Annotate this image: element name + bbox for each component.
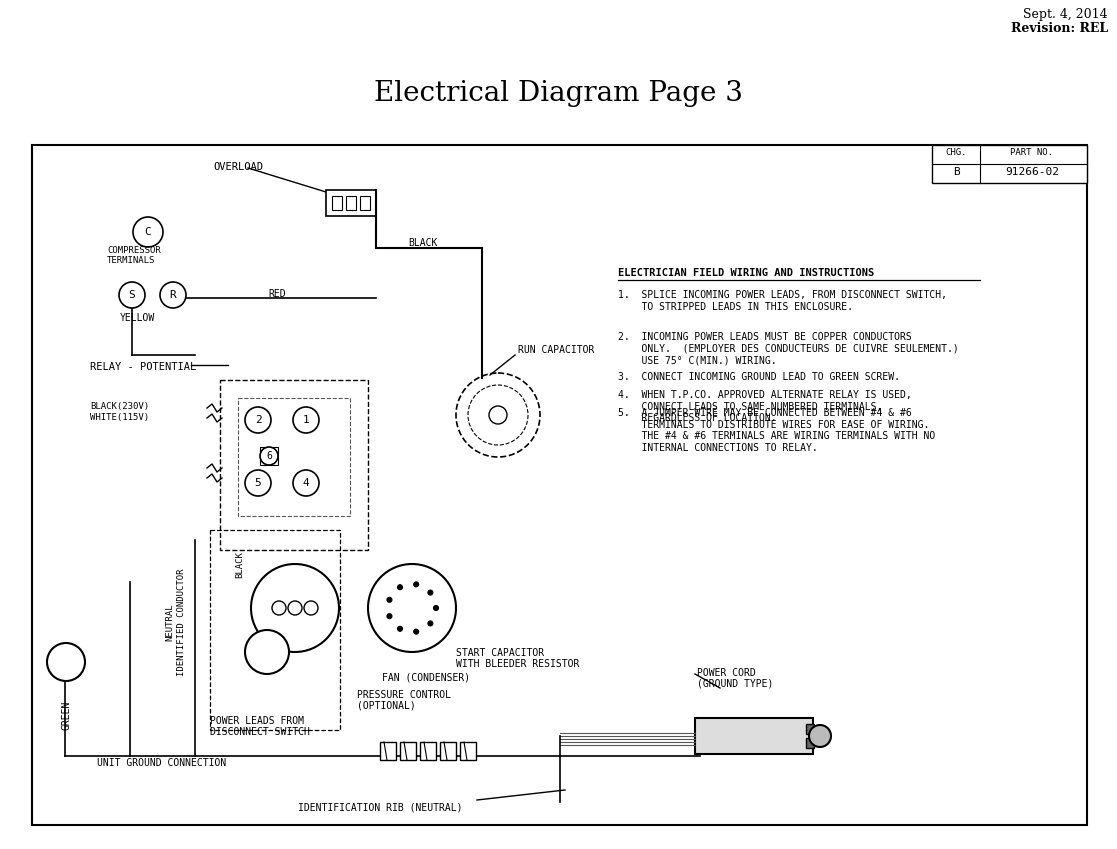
Bar <box>695 718 813 754</box>
Bar <box>346 196 356 210</box>
Bar <box>460 742 476 760</box>
Text: BLACK(230V): BLACK(230V) <box>90 402 150 411</box>
Circle shape <box>428 590 433 595</box>
Bar <box>806 738 814 748</box>
Circle shape <box>245 470 271 496</box>
Circle shape <box>398 585 402 590</box>
Text: PART NO.: PART NO. <box>1011 148 1053 157</box>
Circle shape <box>433 605 439 610</box>
Text: 3.  CONNECT INCOMING GROUND LEAD TO GREEN SCREW.: 3. CONNECT INCOMING GROUND LEAD TO GREEN… <box>618 372 900 382</box>
Circle shape <box>398 627 402 632</box>
Text: 5.  A JUMPER WIRE MAY BE CONNECTED BETWEEN #4 & #6
    TERMINALS TO DISTRIBUTE W: 5. A JUMPER WIRE MAY BE CONNECTED BETWEE… <box>618 408 935 453</box>
Circle shape <box>47 643 85 681</box>
Circle shape <box>251 564 338 652</box>
Text: ELECTRICIAN FIELD WIRING AND INSTRUCTIONS: ELECTRICIAN FIELD WIRING AND INSTRUCTION… <box>618 268 875 278</box>
Circle shape <box>293 470 319 496</box>
Bar <box>220 380 367 550</box>
Circle shape <box>413 629 419 634</box>
Text: Revision: REL: Revision: REL <box>1011 22 1108 35</box>
Circle shape <box>428 621 433 626</box>
Circle shape <box>133 217 163 247</box>
Text: C: C <box>144 227 152 237</box>
Bar <box>260 447 278 465</box>
Text: OVERLOAD: OVERLOAD <box>213 162 262 172</box>
Text: RELAY - POTENTIAL: RELAY - POTENTIAL <box>90 362 197 372</box>
Circle shape <box>413 582 419 587</box>
Text: COMPRESSOR: COMPRESSOR <box>107 246 161 255</box>
Circle shape <box>809 725 831 747</box>
Text: RUN CAPACITOR: RUN CAPACITOR <box>518 345 594 355</box>
Text: DISCONNECT SWITCH: DISCONNECT SWITCH <box>210 727 309 737</box>
Circle shape <box>386 614 392 619</box>
Text: UNIT GROUND CONNECTION: UNIT GROUND CONNECTION <box>97 758 227 768</box>
Bar <box>326 190 376 216</box>
Text: (GROUND TYPE): (GROUND TYPE) <box>697 679 773 689</box>
Bar <box>932 145 1087 183</box>
Text: YELLOW: YELLOW <box>120 313 155 323</box>
Circle shape <box>245 630 289 674</box>
Text: POWER LEADS FROM: POWER LEADS FROM <box>210 716 304 726</box>
Text: 2: 2 <box>255 415 261 425</box>
Circle shape <box>304 601 318 615</box>
Text: 2.  INCOMING POWER LEADS MUST BE COPPER CONDUCTORS
    ONLY.  (EMPLOYER DES COND: 2. INCOMING POWER LEADS MUST BE COPPER C… <box>618 332 958 365</box>
Text: 6: 6 <box>266 451 271 461</box>
Text: WHITE(115V): WHITE(115V) <box>90 413 150 422</box>
Bar <box>806 724 814 734</box>
Bar <box>440 742 456 760</box>
Circle shape <box>120 282 145 308</box>
Bar <box>210 530 340 730</box>
Text: 5: 5 <box>255 478 261 488</box>
Text: NEUTRAL
IDENTIFIED CONDUCTOR: NEUTRAL IDENTIFIED CONDUCTOR <box>165 568 187 676</box>
Text: BLACK: BLACK <box>408 238 438 248</box>
Circle shape <box>386 598 392 602</box>
Bar <box>360 196 370 210</box>
Circle shape <box>260 447 278 465</box>
Text: 1: 1 <box>303 415 309 425</box>
Text: 91266-02: 91266-02 <box>1005 167 1059 177</box>
Text: 4: 4 <box>303 478 309 488</box>
Text: B: B <box>953 167 960 177</box>
Text: WITH BLEEDER RESISTOR: WITH BLEEDER RESISTOR <box>456 659 580 669</box>
Text: IDENTIFICATION RIB (NEUTRAL): IDENTIFICATION RIB (NEUTRAL) <box>298 802 462 812</box>
Text: S: S <box>128 290 135 300</box>
Text: START CAPACITOR: START CAPACITOR <box>456 648 544 658</box>
Bar <box>420 742 436 760</box>
Text: FAN (CONDENSER): FAN (CONDENSER) <box>382 672 470 682</box>
Bar <box>380 742 397 760</box>
Text: (OPTIONAL): (OPTIONAL) <box>357 700 416 710</box>
Circle shape <box>367 564 456 652</box>
Bar <box>238 398 350 516</box>
Text: TERMINALS: TERMINALS <box>107 256 155 265</box>
Text: 1.  SPLICE INCOMING POWER LEADS, FROM DISCONNECT SWITCH,
    TO STRIPPED LEADS I: 1. SPLICE INCOMING POWER LEADS, FROM DIS… <box>618 290 947 312</box>
Text: R: R <box>170 290 176 300</box>
Text: PRESSURE CONTROL: PRESSURE CONTROL <box>357 690 451 700</box>
Circle shape <box>273 601 286 615</box>
Text: RED: RED <box>268 289 286 299</box>
Circle shape <box>293 407 319 433</box>
Text: POWER CORD: POWER CORD <box>697 668 756 678</box>
Bar <box>332 196 342 210</box>
Circle shape <box>288 601 302 615</box>
Text: Electrical Diagram Page 3: Electrical Diagram Page 3 <box>373 80 743 107</box>
Circle shape <box>160 282 187 308</box>
Circle shape <box>245 407 271 433</box>
Text: CHG.: CHG. <box>945 148 966 157</box>
Bar <box>400 742 416 760</box>
Text: BLACK: BLACK <box>236 552 245 578</box>
Text: GREEN: GREEN <box>61 700 71 729</box>
Text: Sept. 4, 2014: Sept. 4, 2014 <box>1023 8 1108 21</box>
Bar <box>32 145 1087 825</box>
Text: 4.  WHEN T.P.CO. APPROVED ALTERNATE RELAY IS USED,
    CONNECT LEADS TO SAME NUM: 4. WHEN T.P.CO. APPROVED ALTERNATE RELAY… <box>618 390 911 423</box>
